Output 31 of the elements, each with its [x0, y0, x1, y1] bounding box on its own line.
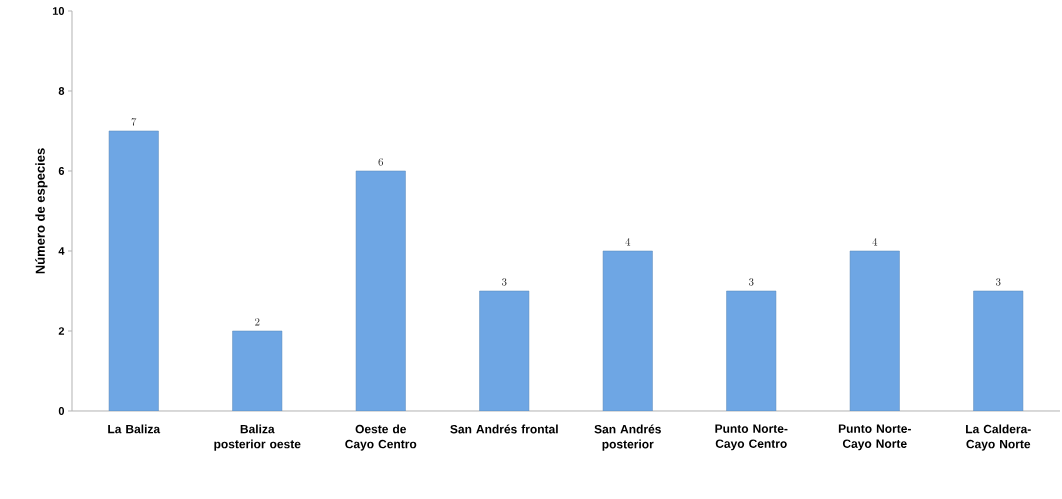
- data-label: 6: [378, 158, 384, 166]
- bar: [108, 130, 159, 411]
- x-tick-label: Punto Norte-Cayo Norte: [838, 424, 911, 451]
- data-label: 3: [501, 278, 507, 286]
- bar: [726, 290, 777, 411]
- x-tick-label: Oeste de Cayo Centro: [345, 424, 417, 451]
- x-tick-label: Punto Norte-Cayo Centro: [715, 424, 788, 451]
- bar: [355, 170, 406, 411]
- x-tick-label: San Andrés frontal: [450, 424, 558, 434]
- data-label: 3: [748, 278, 754, 286]
- x-tick-label: La Baliza: [108, 424, 161, 434]
- y-tick-label: 8: [58, 87, 65, 95]
- bar: [849, 250, 900, 411]
- bar: [973, 290, 1024, 411]
- data-label: 4: [872, 238, 878, 246]
- data-label: 3: [995, 278, 1001, 286]
- bar: [479, 290, 530, 411]
- bar: [232, 330, 283, 411]
- y-tick-label: 0: [58, 407, 65, 415]
- y-tick-label: 6: [58, 167, 65, 175]
- data-label: 2: [255, 318, 260, 326]
- y-axis-title: Número de especies: [35, 148, 48, 274]
- x-tick-label: Baliza posterior oeste: [214, 424, 301, 451]
- y-tick-label: 10: [52, 7, 65, 15]
- bar: [602, 250, 653, 411]
- y-tick-label: 4: [58, 247, 65, 255]
- x-tick-label: La Caldera-Cayo Norte: [966, 424, 1031, 451]
- data-label: 4: [625, 238, 631, 246]
- data-label: 7: [131, 118, 137, 126]
- y-tick-label: 2: [58, 327, 65, 335]
- x-tick-label: San Andrés posterior: [594, 424, 661, 451]
